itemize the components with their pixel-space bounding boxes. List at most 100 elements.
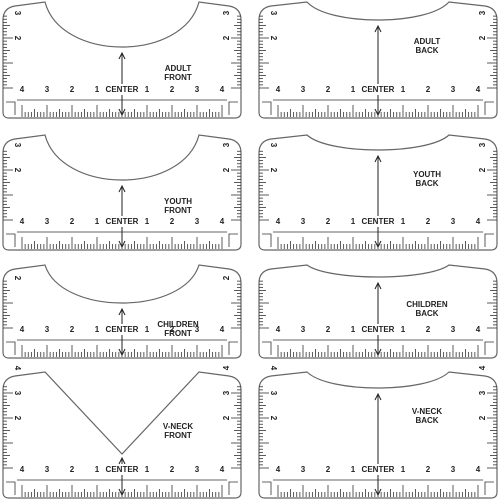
scale-number: 4 bbox=[276, 85, 281, 94]
scale-number: 2 bbox=[326, 465, 331, 474]
corner-mark bbox=[262, 481, 272, 495]
side-number: 2 bbox=[13, 168, 22, 173]
ruler: CENTER43211234432432ADULTBACK bbox=[258, 1, 498, 119]
scale-number: 2 bbox=[170, 85, 175, 94]
center-bg bbox=[361, 216, 395, 227]
scale-number: 1 bbox=[351, 325, 356, 334]
ruler-label: BACK bbox=[415, 46, 438, 55]
ruler-label: FRONT bbox=[164, 329, 192, 338]
center-bg bbox=[105, 324, 139, 335]
ruler-label: V-NECK bbox=[163, 422, 193, 431]
center-label: CENTER bbox=[362, 465, 395, 474]
arrow-head bbox=[374, 488, 382, 497]
arrow-head bbox=[118, 108, 126, 117]
corner-mark bbox=[6, 341, 16, 355]
side-number: 3 bbox=[222, 142, 231, 147]
scale-number: 1 bbox=[95, 465, 100, 474]
scale-number: 3 bbox=[301, 465, 306, 474]
scale-number: 1 bbox=[145, 465, 150, 474]
scale-number: 4 bbox=[476, 85, 481, 94]
corner-mark bbox=[228, 101, 238, 115]
corner-mark bbox=[228, 233, 238, 247]
scale-number: 3 bbox=[195, 85, 200, 94]
side-number: 3 bbox=[478, 390, 487, 395]
scale-number: 4 bbox=[20, 325, 25, 334]
scale-number: 1 bbox=[95, 217, 100, 226]
side-number: 3 bbox=[222, 10, 231, 15]
center-label: CENTER bbox=[106, 325, 139, 334]
side-number: 2 bbox=[478, 35, 487, 40]
scale-number: 3 bbox=[195, 325, 200, 334]
scale-number: 1 bbox=[401, 217, 406, 226]
scale-number: 3 bbox=[451, 217, 456, 226]
side-number: 2 bbox=[222, 275, 231, 280]
scale-number: 2 bbox=[70, 325, 75, 334]
side-number: 4 bbox=[13, 366, 22, 371]
scale-number: 3 bbox=[301, 325, 306, 334]
center-label: CENTER bbox=[362, 85, 395, 94]
side-number: 2 bbox=[269, 36, 278, 41]
side-number: 4 bbox=[478, 365, 487, 370]
center-bg bbox=[361, 84, 395, 95]
ruler-label: BACK bbox=[415, 416, 438, 425]
side-number: 3 bbox=[269, 143, 278, 148]
side-number: 3 bbox=[13, 11, 22, 16]
scale-number: 1 bbox=[351, 465, 356, 474]
ruler-label: BACK bbox=[415, 309, 438, 318]
side-number: 2 bbox=[13, 36, 22, 41]
scale-number: 4 bbox=[220, 217, 225, 226]
scale-number: 2 bbox=[170, 217, 175, 226]
arrow-head bbox=[118, 348, 126, 357]
scale-number: 4 bbox=[220, 325, 225, 334]
scale-number: 4 bbox=[20, 217, 25, 226]
side-number: 3 bbox=[269, 391, 278, 396]
arrow-head bbox=[374, 281, 382, 290]
arrow-head bbox=[118, 240, 126, 249]
scale-number: 3 bbox=[45, 85, 50, 94]
side-number: 3 bbox=[269, 11, 278, 16]
arrow-head bbox=[374, 154, 382, 163]
scale-number: 3 bbox=[301, 85, 306, 94]
center-bg bbox=[361, 464, 395, 475]
side-number: 2 bbox=[269, 416, 278, 421]
side-number: 3 bbox=[13, 391, 22, 396]
scale-number: 3 bbox=[451, 85, 456, 94]
corner-mark bbox=[262, 101, 272, 115]
scale-number: 2 bbox=[70, 465, 75, 474]
scale-number: 2 bbox=[426, 217, 431, 226]
corner-mark bbox=[6, 481, 16, 495]
scale-number: 4 bbox=[476, 325, 481, 334]
scale-number: 2 bbox=[426, 465, 431, 474]
arrow-head bbox=[374, 108, 382, 117]
scale-number: 2 bbox=[426, 325, 431, 334]
arrow-head bbox=[118, 488, 126, 497]
scale-number: 1 bbox=[351, 217, 356, 226]
side-number: 2 bbox=[13, 416, 22, 421]
center-label: CENTER bbox=[106, 85, 139, 94]
scale-number: 2 bbox=[326, 325, 331, 334]
ruler-label: V-NECK bbox=[412, 407, 442, 416]
side-number: 2 bbox=[222, 35, 231, 40]
scale-number: 2 bbox=[70, 85, 75, 94]
scale-number: 2 bbox=[426, 85, 431, 94]
scale-number: 1 bbox=[401, 465, 406, 474]
scale-number: 2 bbox=[326, 85, 331, 94]
ruler-label: FRONT bbox=[164, 73, 192, 82]
scale-number: 4 bbox=[276, 465, 281, 474]
side-number: 2 bbox=[222, 415, 231, 420]
arrow-head bbox=[374, 240, 382, 249]
side-number: 3 bbox=[478, 10, 487, 15]
scale-number: 2 bbox=[170, 465, 175, 474]
side-number: 2 bbox=[478, 167, 487, 172]
scale-number: 4 bbox=[20, 85, 25, 94]
scale-number: 4 bbox=[20, 465, 25, 474]
corner-mark bbox=[6, 233, 16, 247]
scale-number: 3 bbox=[301, 217, 306, 226]
center-label: CENTER bbox=[362, 325, 395, 334]
